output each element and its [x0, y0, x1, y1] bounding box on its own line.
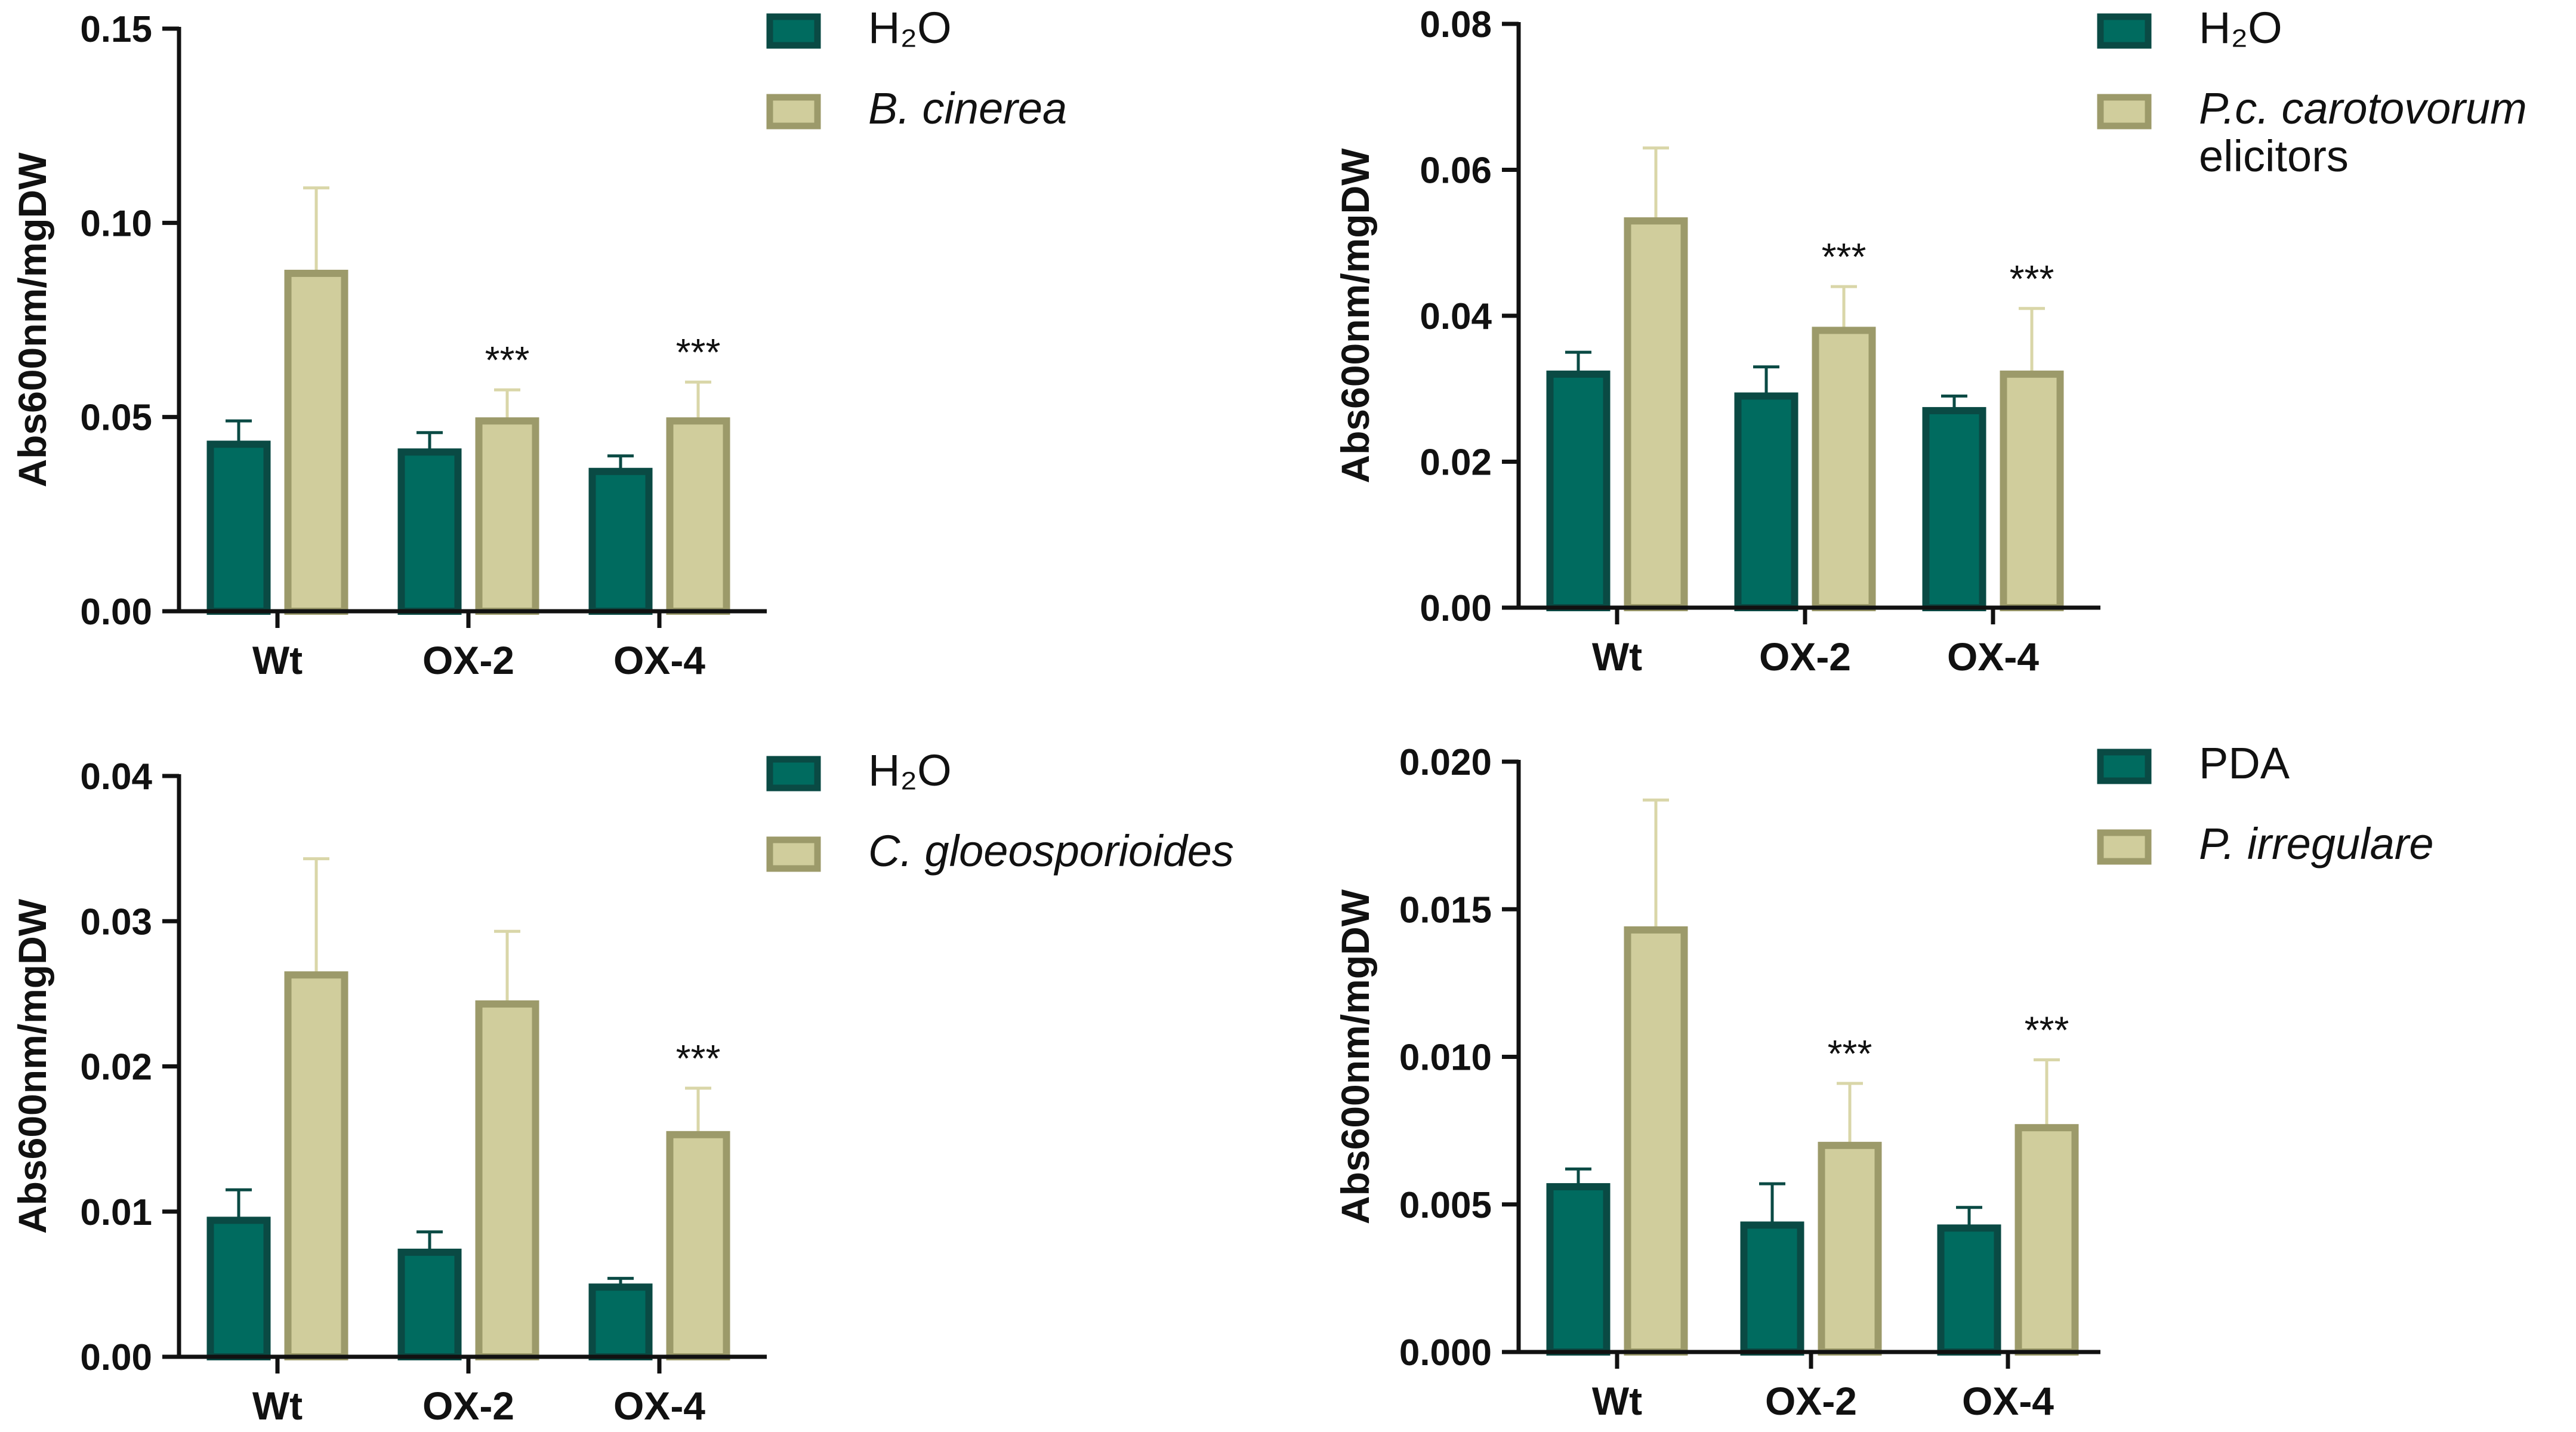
x-tick-label: OX-4 [613, 1384, 705, 1428]
bar-h-o-ox-4 [588, 467, 653, 615]
significance-label: *** [1828, 1032, 1872, 1075]
bar-h-o-ox-2 [397, 448, 462, 615]
legend-swatch [766, 756, 821, 792]
panel-4: Wt *** OX-2 *** OX-4 0.000 0.005 0.010 0.015 0.02… [1333, 738, 2434, 1423]
panel-3: Wt OX-2 *** OX-4 0.00 0.01 0.02 0.03 0.04 Abs600n… [10, 746, 1234, 1428]
x-tick-label: Wt [252, 1384, 303, 1428]
x-tick-label: Wt [1592, 1379, 1642, 1423]
x-tick-label: Wt [252, 638, 303, 682]
y-tick-label: 0.08 [1420, 4, 1492, 45]
x-tick-label: OX-2 [1759, 635, 1851, 679]
x-tick-label: OX-4 [1962, 1379, 2054, 1423]
y-tick-label: 0.04 [1420, 296, 1492, 337]
bar-b-cinerea-ox-2 [475, 417, 539, 615]
bar-pda-ox-2 [1740, 1221, 1804, 1356]
legend-swatch [2097, 94, 2152, 130]
bar-c-gloeosporioides-ox-4 [666, 1131, 730, 1360]
y-tick-label: 0.03 [80, 901, 152, 943]
significance-label: *** [676, 1037, 721, 1080]
bar-c-gloeosporioides-wt [284, 971, 348, 1360]
panel-2: Wt *** OX-2 *** OX-4 0.00 0.02 0.04 0.06 0.08 Abs6… [1333, 3, 2527, 679]
bar-h-o-ox-2 [1734, 392, 1798, 611]
y-tick-label: 0.01 [80, 1192, 152, 1233]
bar-pda-ox-4 [1937, 1224, 2001, 1356]
x-tick-label: OX-4 [1947, 635, 2039, 679]
bar-h-o-ox-4 [1922, 406, 1986, 611]
significance-label: *** [1822, 235, 1867, 278]
y-axis-label: Abs600nm/mgDW [10, 152, 54, 488]
significance-label: *** [485, 338, 530, 381]
y-tick-label: 0.015 [1399, 889, 1492, 931]
y-tick-label: 0.10 [80, 203, 152, 244]
x-tick-label: Wt [1592, 635, 1642, 679]
bar-h-o-wt [1546, 370, 1611, 611]
significance-label: *** [676, 331, 721, 374]
bar-b-cinerea-ox-4 [666, 417, 730, 615]
legend-label: PDA [2199, 738, 2290, 788]
y-axis-label: Abs600nm/mgDW [1333, 148, 1377, 484]
bar-p-irregulare-wt [1624, 926, 1688, 1356]
y-axis-label: Abs600nm/mgDW [1333, 889, 1377, 1224]
y-tick-label: 0.020 [1399, 742, 1492, 783]
bar-h-o-wt [206, 1217, 271, 1360]
x-tick-label: OX-2 [422, 638, 514, 682]
y-tick-label: 0.00 [80, 592, 152, 633]
y-tick-label: 0.00 [1420, 588, 1492, 629]
y-tick-label: 0.06 [1420, 150, 1492, 192]
bar-h-o-ox-4 [588, 1283, 653, 1360]
bar-b-cinerea-wt [284, 269, 348, 615]
x-tick-label: OX-2 [1765, 1379, 1857, 1423]
legend-label: H₂O [868, 746, 952, 795]
legend-label: C. gloeosporioides [868, 826, 1234, 876]
bar-p-c-carotovorum-ox-4 [2000, 370, 2064, 611]
legend-label-line2: elicitors [2199, 131, 2349, 181]
bar-p-irregulare-ox-4 [2014, 1124, 2079, 1356]
y-tick-label: 0.02 [80, 1047, 152, 1088]
bar-p-c-carotovorum-ox-2 [1812, 327, 1876, 611]
bar-h-o-ox-2 [397, 1248, 462, 1361]
legend-label: P.c. carotovorum [2199, 84, 2527, 133]
y-tick-label: 0.000 [1399, 1332, 1492, 1374]
legend-label: B. cinerea [868, 84, 1067, 133]
y-axis-label: Abs600nm/mgDW [10, 898, 54, 1234]
legend-swatch [766, 836, 821, 872]
y-tick-label: 0.005 [1399, 1185, 1492, 1226]
y-tick-label: 0.02 [1420, 442, 1492, 484]
x-tick-label: OX-4 [613, 638, 705, 682]
significance-label: *** [2025, 1008, 2069, 1051]
y-tick-label: 0.00 [80, 1337, 152, 1378]
legend-label: H₂O [868, 3, 952, 53]
bar-pda-wt [1546, 1183, 1611, 1356]
x-tick-label: OX-2 [422, 1384, 514, 1428]
bar-p-irregulare-ox-2 [1818, 1141, 1882, 1356]
panel-1: Wt *** OX-2 *** OX-4 0.00 0.05 0.10 0.15 Abs600nm… [10, 3, 1067, 682]
legend-swatch [2097, 829, 2152, 865]
bar-c-gloeosporioides-ox-2 [475, 1000, 539, 1360]
legend-label: P. irregulare [2199, 819, 2434, 869]
significance-label: *** [2010, 257, 2054, 300]
bar-h-o-wt [206, 441, 271, 615]
y-tick-label: 0.010 [1399, 1037, 1492, 1079]
legend-swatch [2097, 13, 2152, 49]
legend-swatch [766, 94, 821, 130]
y-tick-label: 0.05 [80, 398, 152, 439]
bar-p-c-carotovorum-wt [1624, 217, 1688, 611]
legend-label: H₂O [2199, 3, 2282, 53]
legend-swatch [766, 13, 821, 49]
y-tick-label: 0.15 [80, 9, 152, 50]
y-tick-label: 0.04 [80, 756, 152, 797]
legend-swatch [2097, 749, 2152, 784]
